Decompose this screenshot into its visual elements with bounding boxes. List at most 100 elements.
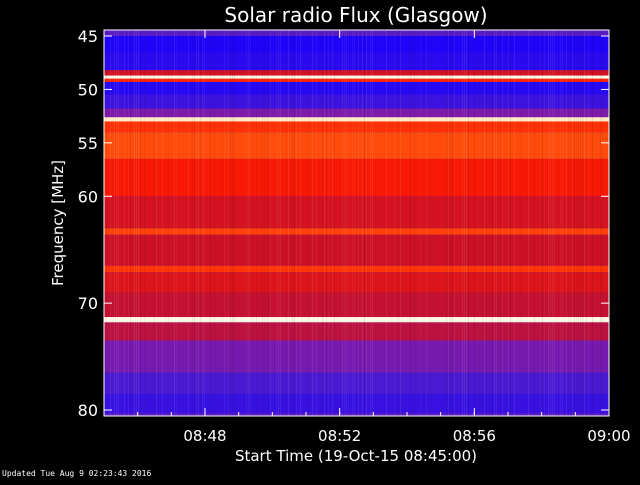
frequency-band	[104, 196, 609, 229]
frequency-band	[104, 53, 609, 71]
frequency-band	[104, 340, 609, 373]
y-tick-label: 55	[78, 134, 98, 153]
x-tick-label: 09:00	[587, 427, 630, 445]
time-column-texture	[270, 30, 271, 416]
time-column-texture	[214, 30, 215, 416]
x-tick-label: 08:48	[183, 427, 226, 445]
time-column-texture	[510, 30, 511, 416]
time-column-texture	[204, 30, 205, 416]
time-column-texture	[292, 30, 293, 416]
time-column-texture	[246, 30, 247, 416]
time-column-texture	[144, 30, 145, 416]
updated-timestamp: Updated Tue Aug 9 02:23:43 2016	[2, 469, 152, 478]
time-column-texture	[308, 30, 309, 416]
frequency-band	[104, 117, 609, 122]
frequency-band	[104, 78, 609, 82]
y-axis: 45 50 55 60 70 80	[78, 27, 609, 420]
time-column-texture	[486, 30, 487, 416]
time-column-texture	[168, 30, 169, 416]
time-column-texture	[262, 30, 263, 416]
time-column-texture	[118, 30, 119, 416]
time-column-texture	[414, 30, 415, 416]
time-column-texture	[566, 30, 567, 416]
time-column-texture	[498, 30, 499, 416]
time-column-texture	[600, 30, 601, 416]
y-tick-label: 50	[78, 80, 98, 99]
frequency-band	[104, 31, 609, 36]
time-column-texture	[110, 30, 111, 416]
time-column-texture	[202, 30, 203, 416]
time-column-texture	[542, 30, 543, 416]
frequency-band	[104, 75, 609, 79]
chart-title: Solar radio Flux (Glasgow)	[224, 3, 487, 27]
time-column-texture	[494, 30, 495, 416]
time-column-texture	[296, 30, 297, 416]
time-column-texture	[130, 30, 131, 416]
time-column-texture	[294, 30, 295, 416]
time-column-texture	[114, 30, 115, 416]
time-column-texture	[344, 30, 345, 416]
y-tick-label: 60	[78, 187, 98, 206]
frequency-band	[104, 272, 609, 293]
y-tick-label: 70	[78, 294, 98, 313]
time-column-texture	[466, 30, 467, 416]
time-column-texture	[364, 30, 365, 416]
time-column-texture	[198, 30, 199, 416]
frequency-band	[104, 108, 609, 118]
time-column-texture	[584, 30, 585, 416]
time-column-texture	[176, 30, 177, 416]
plot-frame	[103, 29, 610, 417]
frequency-band	[104, 70, 609, 76]
time-column-texture	[316, 30, 317, 416]
time-column-texture	[514, 30, 515, 416]
time-column-texture	[426, 30, 427, 416]
time-column-texture	[586, 30, 587, 416]
time-column-texture	[174, 30, 175, 416]
time-column-texture	[492, 30, 493, 416]
time-column-texture	[572, 30, 573, 416]
time-column-texture	[500, 30, 501, 416]
time-column-texture	[280, 30, 281, 416]
time-column-texture	[140, 30, 141, 416]
time-column-texture	[464, 30, 465, 416]
frequency-band	[104, 322, 609, 341]
time-column-texture	[266, 30, 267, 416]
time-column-texture	[462, 30, 463, 416]
time-column-texture	[156, 30, 157, 416]
time-column-texture	[288, 30, 289, 416]
time-column-texture	[410, 30, 411, 416]
time-column-texture	[454, 30, 455, 416]
time-column-texture	[188, 30, 189, 416]
time-column-texture	[576, 30, 577, 416]
y-tick-label: 45	[78, 27, 98, 46]
time-column-texture	[520, 30, 521, 416]
time-column-texture	[544, 30, 545, 416]
time-column-texture	[128, 30, 129, 416]
time-column-texture	[352, 30, 353, 416]
time-column-texture	[372, 30, 373, 416]
frequency-band	[104, 132, 609, 159]
time-column-texture	[358, 30, 359, 416]
time-column-texture	[334, 30, 335, 416]
time-column-texture	[250, 30, 251, 416]
time-column-texture	[452, 30, 453, 416]
time-column-texture	[194, 30, 195, 416]
heatmap-area	[104, 30, 609, 416]
x-tick-label: 08:52	[318, 427, 361, 445]
time-column-texture	[550, 30, 551, 416]
time-column-texture	[362, 30, 363, 416]
time-column-texture	[116, 30, 117, 416]
time-column-texture	[508, 30, 509, 416]
x-tick-label: 08:56	[453, 427, 496, 445]
time-column-texture	[496, 30, 497, 416]
time-column-texture	[448, 30, 449, 416]
frequency-band	[104, 36, 609, 54]
frequency-band	[104, 94, 609, 109]
time-column-texture	[276, 30, 277, 416]
time-column-texture	[154, 30, 155, 416]
time-column-texture	[134, 30, 135, 416]
time-column-texture	[286, 30, 287, 416]
frequency-band	[104, 121, 609, 133]
time-column-texture	[592, 30, 593, 416]
time-column-texture	[366, 30, 367, 416]
